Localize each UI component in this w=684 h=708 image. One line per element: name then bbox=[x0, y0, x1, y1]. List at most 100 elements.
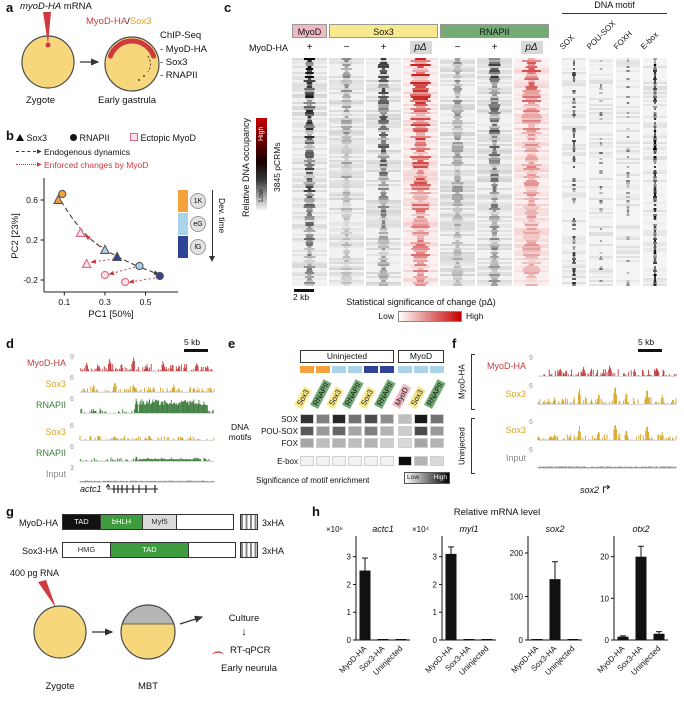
motif-enrichment-cell bbox=[430, 438, 444, 448]
stage-color-cell bbox=[380, 366, 394, 373]
dna-motifs-label: DNA motifs bbox=[228, 422, 252, 443]
panel-h-qpcr: Relative mRNA level 0 1 2 3 ×10⁶ actc1 MyoD-HA… bbox=[310, 506, 684, 706]
significance-low-label: Low bbox=[378, 311, 394, 321]
data-point-circle bbox=[121, 277, 130, 287]
y-tick-label: 0 bbox=[605, 636, 610, 645]
dna-motif-header: DNA motif bbox=[594, 0, 635, 10]
gene-label-sox2: sox2 bbox=[580, 484, 613, 497]
y-tick-label: 3 bbox=[347, 553, 352, 562]
motif-enrichment-cell bbox=[348, 414, 362, 424]
data-point-circle bbox=[100, 270, 110, 280]
qpcr-title: Relative mRNA level bbox=[453, 507, 541, 518]
uninjected-header: Uninjected bbox=[300, 350, 394, 363]
ha-tag-label: 3xHA bbox=[262, 518, 285, 528]
panel-label-e: e bbox=[228, 336, 236, 351]
column-label-rnapii: RNAPII bbox=[424, 379, 446, 409]
data-point-triangle bbox=[81, 258, 92, 268]
chipseq-item: - RNAPII bbox=[160, 70, 198, 81]
significance-label: Statistical significance of change (pΔ) bbox=[346, 297, 496, 307]
tss-arrow-icon bbox=[105, 483, 112, 490]
motif-enrichment-cell bbox=[430, 426, 444, 436]
panel-a-graphic bbox=[21, 12, 160, 92]
legend-rnapii: RNAPII bbox=[70, 133, 110, 143]
gene-label-actc1: actc1 bbox=[80, 484, 102, 494]
group-bracket bbox=[471, 418, 475, 474]
neurula-icon bbox=[210, 644, 226, 662]
stage-color-lg bbox=[178, 236, 188, 258]
motif-enrichment-cell bbox=[364, 426, 378, 436]
injection-sign: − bbox=[454, 42, 461, 53]
track-label-sox3: Sox3 bbox=[505, 389, 526, 399]
bar bbox=[359, 570, 371, 640]
panel-e-motif-enrichment: Uninjected MyoD DNA motifs Significance … bbox=[226, 336, 452, 508]
injection-sign: + bbox=[491, 42, 498, 53]
occupancy-heatmap bbox=[292, 58, 549, 286]
motif-row-label-e-box: E-box bbox=[277, 457, 298, 466]
stage-color-cell bbox=[300, 366, 314, 373]
zygote-embryo bbox=[33, 605, 87, 659]
chart-title: myl1 bbox=[459, 524, 478, 534]
occupancy-axis-label: Relative DNA occupancy bbox=[240, 117, 251, 218]
chipseq-title: ChIP-Seq bbox=[160, 30, 202, 41]
motif-low-label: Low bbox=[407, 474, 419, 481]
track-label-input: Input bbox=[505, 453, 526, 463]
track-label-rnapii: RNAPII bbox=[35, 400, 66, 410]
y-axis-label: PC2 [23%] bbox=[10, 213, 21, 258]
myod-sox3-label: MyoD-HA/Sox3 bbox=[86, 16, 152, 27]
chart-title: actc1 bbox=[372, 524, 394, 534]
motif-enrichment-cell bbox=[300, 438, 314, 448]
track-label-input: Input bbox=[45, 469, 66, 479]
group-bracket bbox=[471, 354, 475, 410]
motif-row-label-fox: FOX bbox=[281, 439, 298, 448]
column-label-sox3: Sox3 bbox=[294, 386, 312, 409]
bar bbox=[463, 639, 475, 640]
data-point-triangle bbox=[75, 227, 86, 237]
track-scale-max: 3 bbox=[70, 465, 74, 472]
y-tick-label: 1 bbox=[433, 608, 438, 617]
neurula-label: Early neurula bbox=[221, 663, 277, 674]
motif-enrichment-cell bbox=[364, 456, 378, 466]
track-label-myod-ha: MyoD-HA bbox=[26, 358, 66, 368]
bar bbox=[653, 633, 665, 640]
bar bbox=[395, 639, 407, 640]
colorbar-low-label: Low bbox=[258, 189, 265, 203]
motif-enrichment-cell bbox=[332, 414, 346, 424]
injection-needle-icon bbox=[38, 580, 56, 608]
animal-cap bbox=[122, 604, 174, 624]
injection-sign: pΔ bbox=[409, 41, 432, 54]
dotted-line-icon bbox=[16, 164, 36, 165]
stage-color-cell bbox=[348, 366, 362, 373]
motif-enrichment-cell bbox=[380, 426, 394, 436]
panel-label-f: f bbox=[452, 336, 457, 351]
group-label-myod-ha: MyoD-HA bbox=[457, 364, 467, 400]
chipseq-item: - MyoD-HA bbox=[160, 44, 207, 55]
panel-label-b: b bbox=[6, 128, 14, 143]
construct-segment bbox=[177, 515, 233, 529]
zygote-label: Zygote bbox=[26, 95, 56, 106]
data-point-triangle bbox=[99, 244, 111, 254]
injection-needle-icon bbox=[43, 12, 51, 44]
arrow-icon bbox=[179, 615, 204, 625]
stage-1k-badge: 1K bbox=[190, 193, 206, 209]
bar bbox=[531, 639, 543, 640]
construct-name-myod: MyoD-HA bbox=[18, 518, 58, 528]
chip-group-header-sox3: Sox3 bbox=[329, 24, 438, 38]
chip-group-header-rnapii: RNAPII bbox=[440, 24, 549, 38]
panel-label-c: c bbox=[224, 0, 232, 15]
track-label-rnapii: RNAPII bbox=[35, 448, 66, 458]
legend-ectopic-myod: Ectopic MyoD bbox=[130, 133, 196, 143]
stage-eg-badge: eG bbox=[190, 216, 206, 232]
injection-sign: pΔ bbox=[520, 41, 543, 54]
motif-row-label-sox: SOX bbox=[281, 415, 298, 424]
construct-segment-myf5: Myf5 bbox=[143, 515, 177, 529]
panel-d-browser: 5 kb actc1 MyoD-HA 9 Sox3 6 RNAPII 6 Sox3 6 RNAP… bbox=[8, 336, 218, 506]
motif-enrichment-cell bbox=[348, 426, 362, 436]
scalebar-2kb-label: 2 kb bbox=[293, 292, 310, 302]
stage-color-cell bbox=[414, 366, 428, 373]
data-point-circle bbox=[58, 189, 67, 199]
pca-plot: 0.1 0.3 0.5 0.6 0.2 -0.2 PC1 [50%] PC2 [23%] bbox=[10, 178, 178, 320]
injected-mrna-dot bbox=[45, 42, 51, 48]
down-arrow-icon: ↓ bbox=[241, 626, 247, 638]
mbt-label: MBT bbox=[137, 681, 159, 692]
